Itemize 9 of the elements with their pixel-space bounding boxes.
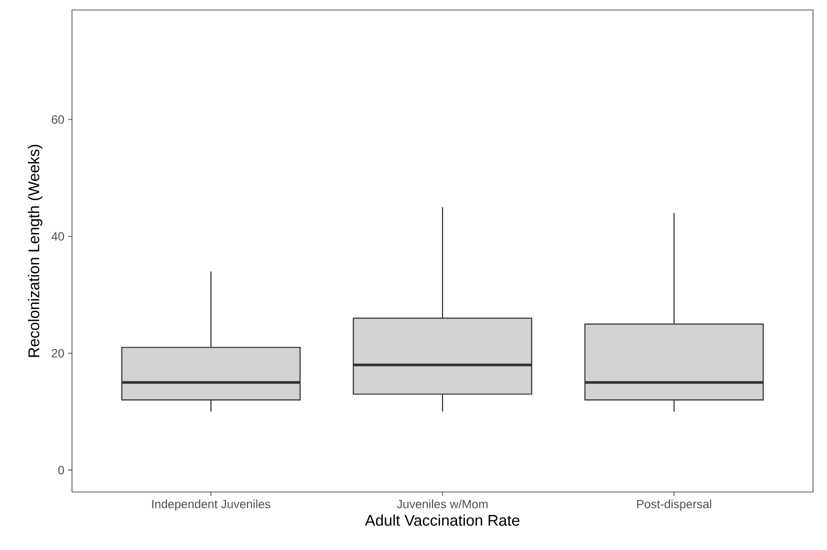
y-tick-label: 60	[52, 115, 64, 124]
x-tick-label: Juveniles w/Mom	[396, 500, 488, 508]
x-tick-label: Post-dispersal	[637, 500, 712, 511]
y-axis-title: Recolonization Length (Weeks)	[28, 144, 42, 357]
y-tick-label: 40	[51, 232, 64, 241]
y-tick-label: 20	[52, 349, 64, 358]
x-tick-label: Independent Juveniles	[152, 500, 270, 511]
y-tick-label: 0	[58, 466, 64, 474]
x-axis-title: Adult Vaccination Rate	[364, 514, 520, 526]
